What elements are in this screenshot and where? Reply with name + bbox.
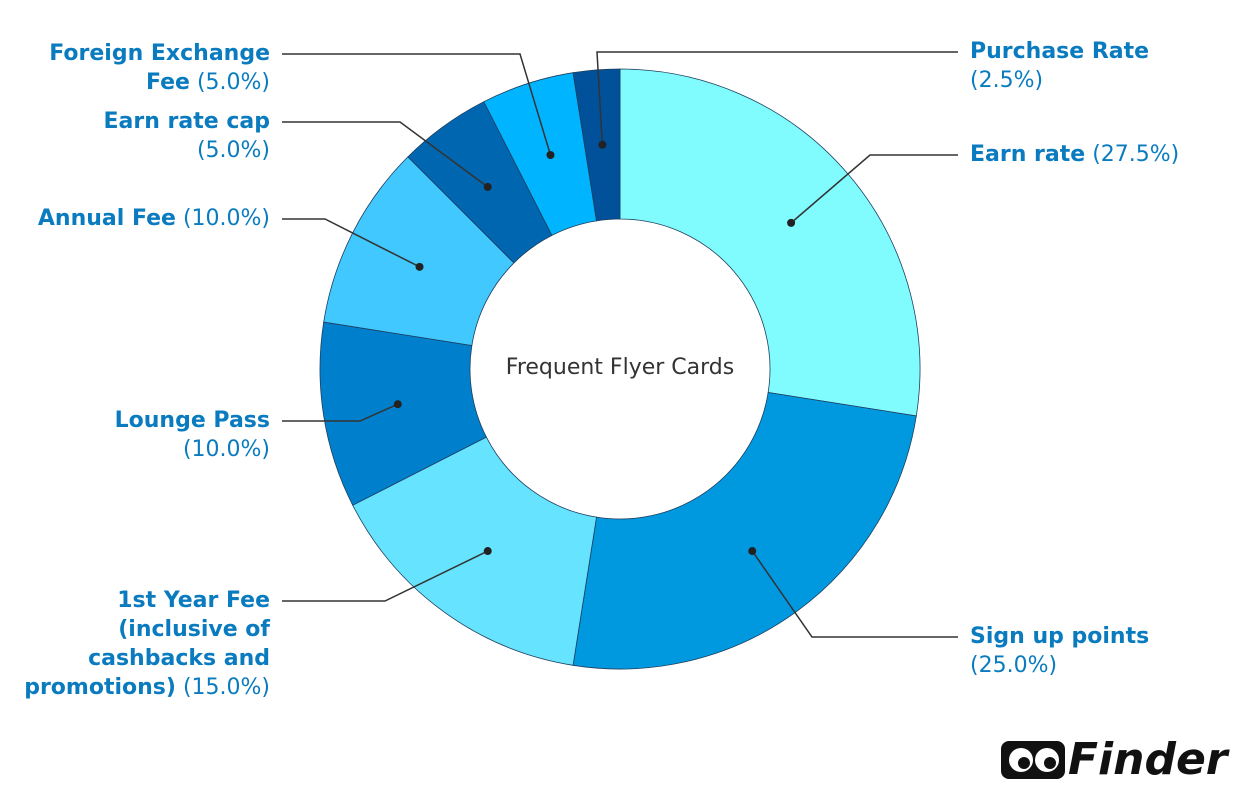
leader-dot [415,262,424,271]
leader-line [282,550,489,602]
donut-segment [572,392,917,670]
leader-line [596,51,958,145]
category-name: Foreign Exchange Fee [49,41,270,95]
leader-line [282,53,552,156]
value-label: (25.0%) [970,653,1058,678]
segment-label: 1st Year Fee (inclusive of cashbacks and… [20,586,270,702]
segment-label: Annual Fee (10.0%) [20,204,270,233]
leader-line [282,218,420,268]
category-name: Earn rate [970,142,1086,167]
segment-label: Earn rate cap (5.0%) [90,107,270,165]
segment-label: Lounge Pass (10.0%) [90,406,270,464]
logo-text: Finder [1068,734,1230,785]
value-label: (10.0%) [182,437,270,462]
donut-segment [572,68,621,222]
value-label: (15.0%) [182,675,270,700]
value-label: (27.5%) [1092,142,1180,167]
leader-dot [546,151,555,160]
category-name: Sign up points [970,624,1150,649]
leader-dot [483,182,492,191]
category-name: Purchase Rate [970,39,1150,64]
donut-segment [619,68,921,417]
category-name: Lounge Pass [114,408,270,433]
category-name: Annual Fee [37,206,176,231]
leader-line [282,403,399,422]
category-name: 1st Year Fee (inclusive of cashbacks and… [24,588,270,700]
value-label: (5.0%) [196,70,270,95]
segment-label: Foreign Exchange Fee (5.0%) [30,39,270,97]
segment-label: Purchase Rate (2.5%) [970,37,1170,95]
value-label: (5.0%) [196,138,270,163]
category-name: Earn rate cap [103,109,270,134]
logo-icon [1001,741,1065,779]
leader-dot [748,547,757,556]
leader-line [751,550,958,638]
segment-label: Sign up points (25.0%) [970,622,1170,680]
value-label: (10.0%) [182,206,270,231]
donut-segment [352,436,597,666]
leader-dot [598,140,607,149]
leader-line [790,154,958,224]
value-label: (2.5%) [970,68,1044,93]
leader-dot [483,547,492,556]
leader-dot [787,218,796,227]
segment-label: Earn rate (27.5%) [970,140,1200,169]
leader-dot [393,400,402,409]
chart-title: Frequent Flyer Cards [506,355,734,380]
leader-line [282,121,489,188]
